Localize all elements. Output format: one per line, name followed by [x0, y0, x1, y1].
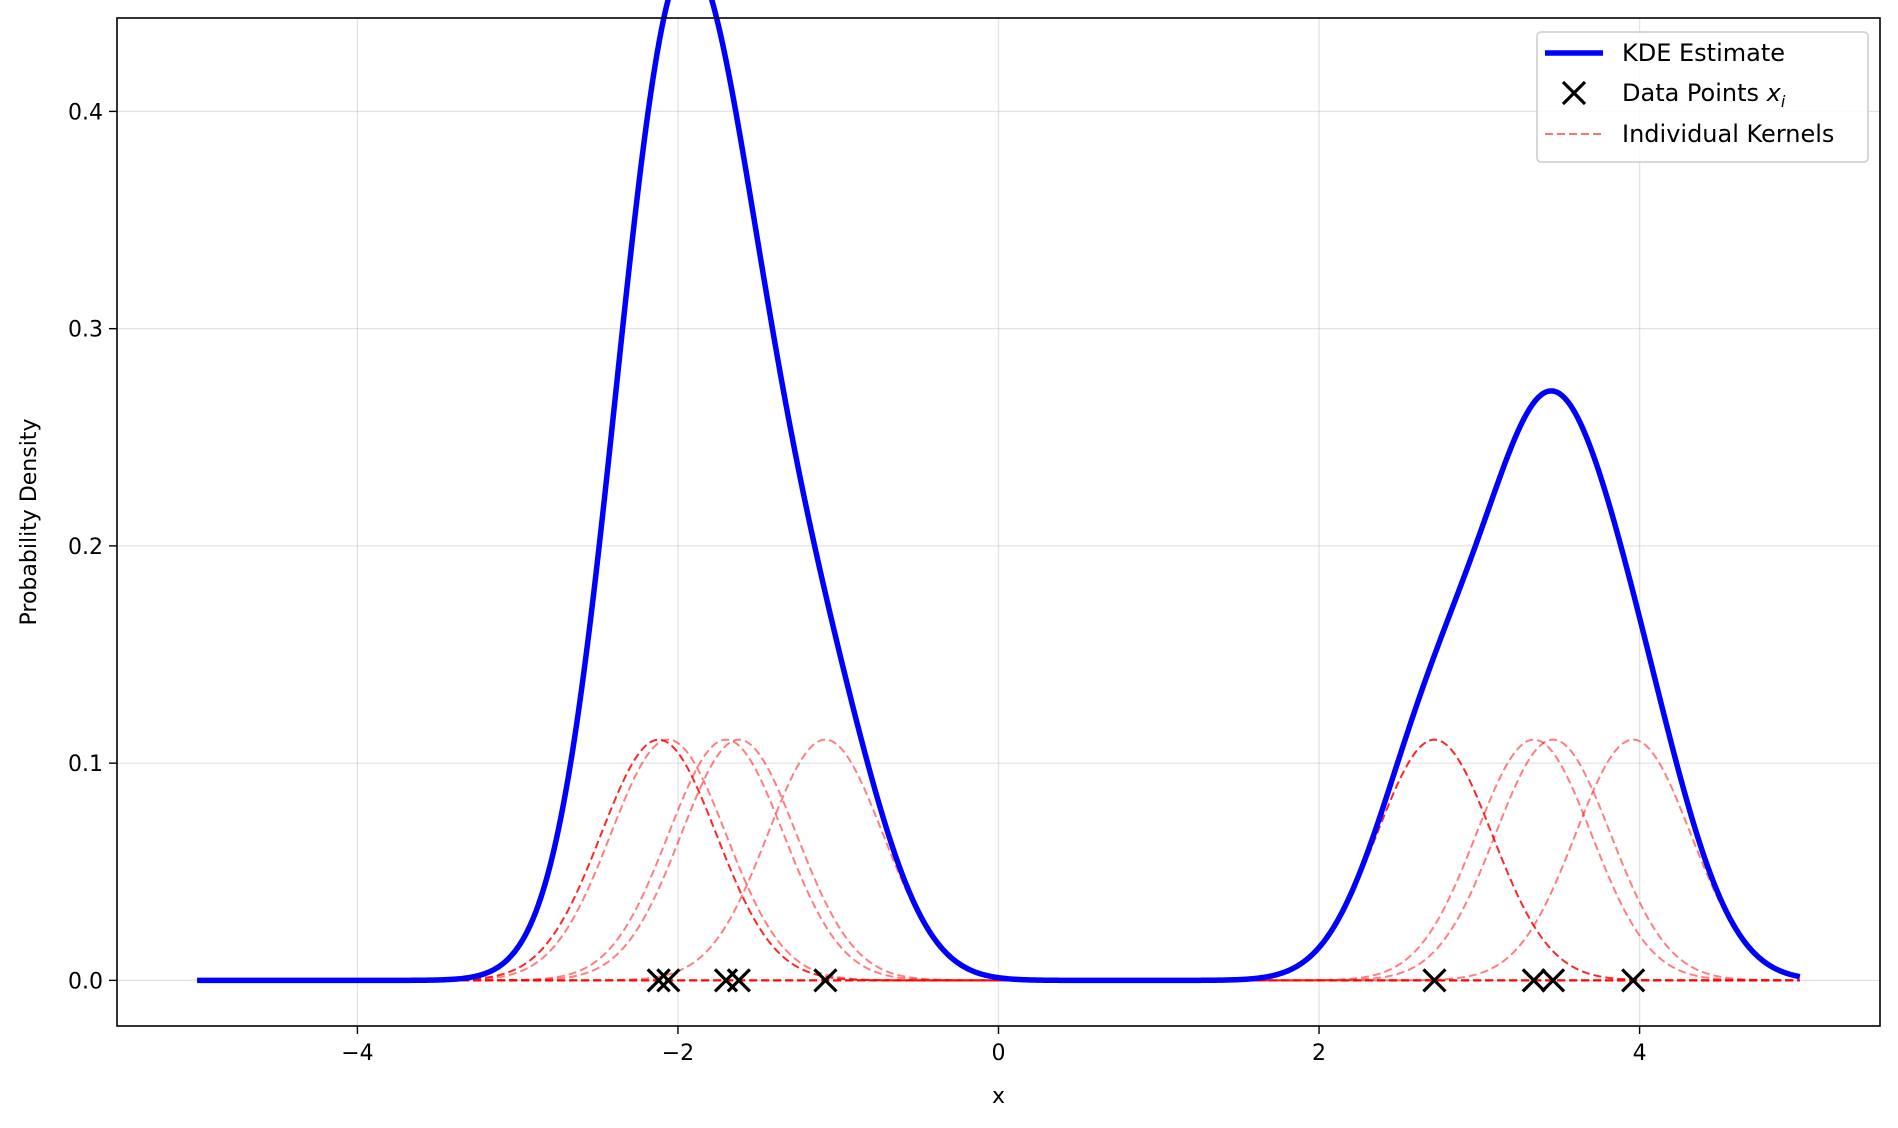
marker-stroke — [1521, 968, 1546, 993]
y-tick-label: 0.1 — [68, 752, 103, 777]
x-tick-label: −2 — [662, 1041, 694, 1066]
x-tick-label: 0 — [992, 1041, 1006, 1066]
x-tick-label: 4 — [1633, 1041, 1647, 1066]
legend-kernels-label: Individual Kernels — [1622, 120, 1834, 148]
marker-stroke — [1422, 968, 1447, 993]
data-points — [646, 968, 1646, 993]
data-point-marker — [1521, 968, 1546, 993]
marker-stroke — [813, 968, 838, 993]
data-point-marker — [656, 968, 681, 993]
marker-stroke — [656, 968, 681, 993]
data-point-marker — [813, 968, 838, 993]
legend-point-marker — [1561, 80, 1587, 106]
kde-curve — [196, 0, 1801, 984]
y-tick-label: 0.2 — [68, 535, 103, 560]
x-tick-label: −4 — [341, 1041, 373, 1066]
y-tick-label: 0.0 — [68, 969, 103, 994]
legend-points-label: Data Points xi — [1622, 79, 1786, 111]
data-point-marker — [1540, 968, 1566, 993]
x-tick-label: 2 — [1312, 1041, 1326, 1066]
x-axis-ticks: −4 −2 0 2 4 — [341, 1026, 1647, 1066]
y-axis-ticks: 0.0 0.1 0.2 0.3 0.4 — [68, 100, 117, 994]
marker-stroke — [726, 968, 751, 993]
y-axis-label: Probability Density — [17, 419, 42, 626]
legend-points-prefix: Data Points — [1622, 79, 1767, 107]
x-axis-label: x — [992, 1084, 1005, 1109]
legend: KDE Estimate Data Points xi Individual K… — [1536, 31, 1869, 163]
marker-stroke — [1621, 968, 1646, 993]
legend-kde-label: KDE Estimate — [1622, 39, 1785, 67]
data-point-marker — [1621, 968, 1646, 993]
legend-points-var: x — [1766, 79, 1782, 107]
data-point-marker — [726, 968, 751, 993]
y-tick-label: 0.4 — [68, 100, 103, 125]
legend-points-subscript: i — [1781, 92, 1786, 111]
legend-box — [1536, 31, 1869, 163]
kde-curve-group — [196, 0, 1801, 984]
legend-points-swatch — [1561, 80, 1587, 106]
y-tick-label: 0.3 — [68, 318, 103, 343]
data-point-marker — [646, 968, 671, 993]
marker-stroke — [646, 968, 671, 993]
marker-stroke — [1561, 80, 1587, 106]
data-point-marker — [1422, 968, 1447, 993]
marker-stroke — [1540, 968, 1566, 993]
